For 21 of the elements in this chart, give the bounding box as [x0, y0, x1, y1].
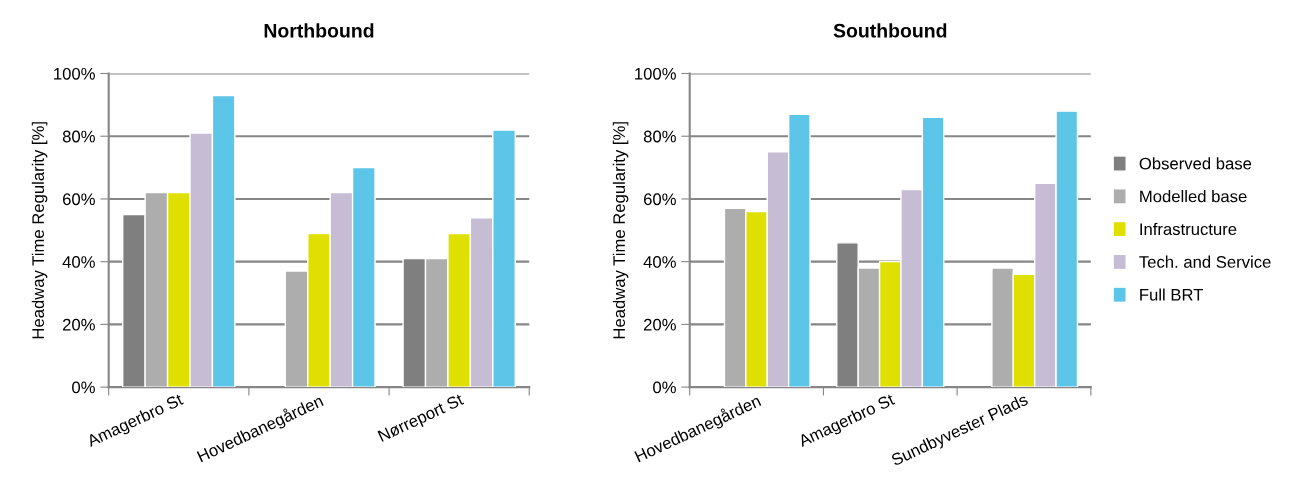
y-tick-label: 40% — [62, 256, 95, 268]
legend-label: Tech. and Service — [1139, 255, 1271, 268]
chart-title: Southbound — [833, 23, 947, 38]
y-tick-label: 0% — [653, 381, 676, 394]
y-tick-label: 100% — [54, 67, 95, 80]
chart-title: Northbound — [264, 23, 374, 38]
y-tick-label: 20% — [62, 318, 95, 331]
legend-label: Observed base — [1139, 157, 1252, 170]
legend-label: Infrastructure — [1140, 222, 1237, 236]
y-tick-label: 20% — [643, 318, 676, 331]
y-axis-title: Headway Time Regularity [%] — [612, 122, 629, 339]
legend-label: Modelled base — [1140, 190, 1247, 203]
y-axis-title: Headway Time Regularity [%] — [31, 122, 48, 339]
y-tick-label: 80% — [62, 130, 95, 143]
legend-label: Full BRT — [1140, 288, 1204, 301]
y-tick-label: 80% — [643, 130, 676, 143]
y-tick-label: 100% — [635, 67, 676, 80]
y-tick-label: 0% — [72, 381, 95, 394]
y-tick-label: 40% — [643, 256, 676, 268]
y-tick-label: 60% — [62, 193, 95, 206]
y-tick-label: 60% — [644, 193, 676, 206]
